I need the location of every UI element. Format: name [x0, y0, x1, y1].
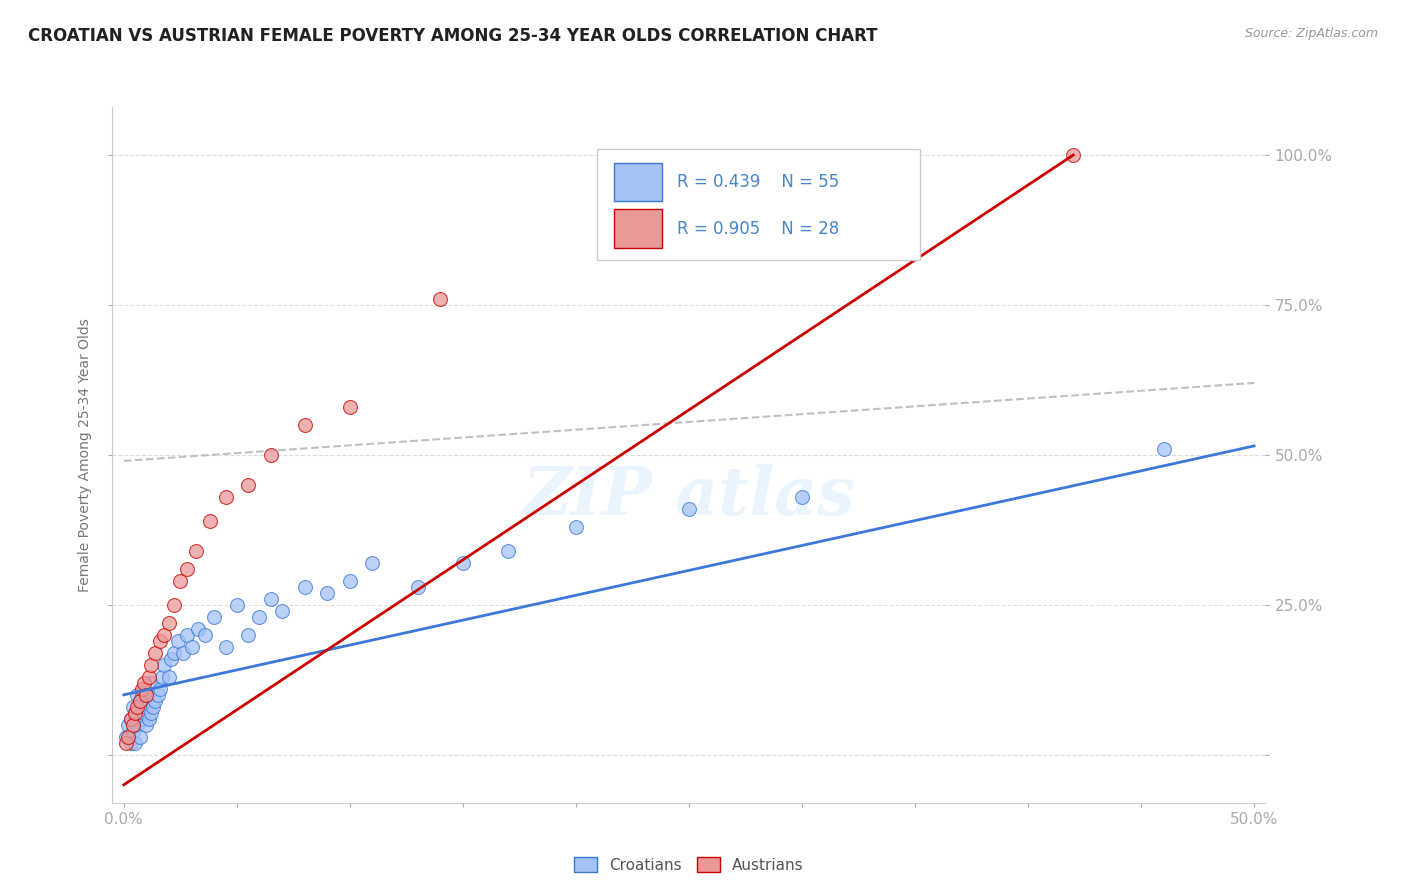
Point	[121, 718, 143, 732]
Point	[496, 544, 519, 558]
Point	[138, 670, 160, 684]
Point	[124, 736, 146, 750]
Point	[131, 688, 153, 702]
Point	[187, 622, 209, 636]
Point	[139, 676, 162, 690]
Point	[134, 676, 156, 690]
Point	[225, 598, 247, 612]
Legend: Croatians, Austrians: Croatians, Austrians	[568, 850, 810, 879]
Point	[150, 670, 173, 684]
Point	[153, 657, 176, 672]
Text: ZIP atlas: ZIP atlas	[523, 464, 855, 529]
Point	[135, 718, 157, 732]
Point	[294, 580, 316, 594]
Point	[134, 706, 156, 720]
Point	[184, 544, 207, 558]
FancyBboxPatch shape	[614, 210, 662, 248]
Point	[214, 640, 236, 654]
Point	[790, 490, 813, 504]
Point	[131, 681, 153, 696]
Point	[236, 478, 259, 492]
Point	[128, 694, 150, 708]
Point	[194, 628, 217, 642]
Point	[180, 640, 202, 654]
FancyBboxPatch shape	[596, 149, 920, 260]
Point	[149, 681, 172, 696]
Point	[135, 688, 157, 702]
Point	[361, 556, 384, 570]
Point	[271, 604, 294, 618]
Point	[145, 646, 167, 660]
Point	[451, 556, 474, 570]
Point	[127, 688, 149, 702]
Point	[142, 699, 165, 714]
Point	[565, 520, 588, 534]
Point	[146, 688, 169, 702]
Point	[429, 292, 451, 306]
Point	[339, 574, 361, 588]
Point	[214, 490, 236, 504]
Point	[135, 699, 157, 714]
Point	[167, 633, 190, 648]
Text: CROATIAN VS AUSTRIAN FEMALE POVERTY AMONG 25-34 YEAR OLDS CORRELATION CHART: CROATIAN VS AUSTRIAN FEMALE POVERTY AMON…	[28, 27, 877, 45]
Point	[678, 502, 700, 516]
Point	[160, 652, 183, 666]
Point	[1153, 442, 1175, 456]
Point	[162, 598, 184, 612]
Point	[139, 657, 162, 672]
Y-axis label: Female Poverty Among 25-34 Year Olds: Female Poverty Among 25-34 Year Olds	[79, 318, 93, 592]
Point	[339, 400, 361, 414]
Point	[157, 615, 180, 630]
Point	[294, 417, 316, 432]
Point	[162, 646, 184, 660]
Text: R = 0.439    N = 55: R = 0.439 N = 55	[678, 173, 839, 191]
Point	[120, 712, 142, 726]
Point	[120, 736, 142, 750]
Point	[145, 694, 167, 708]
Point	[124, 706, 146, 720]
Point	[128, 730, 150, 744]
Point	[202, 610, 225, 624]
Point	[260, 591, 283, 606]
Text: Source: ZipAtlas.com: Source: ZipAtlas.com	[1244, 27, 1378, 40]
Point	[249, 610, 271, 624]
Point	[115, 730, 138, 744]
Point	[127, 718, 149, 732]
Point	[138, 712, 160, 726]
Point	[115, 736, 138, 750]
Point	[169, 574, 191, 588]
Point	[176, 628, 198, 642]
Point	[138, 688, 160, 702]
Point	[236, 628, 259, 642]
Point	[131, 712, 153, 726]
Point	[139, 706, 162, 720]
Point	[176, 562, 198, 576]
FancyBboxPatch shape	[614, 162, 662, 201]
Point	[198, 514, 221, 528]
Point	[121, 699, 143, 714]
Point	[172, 646, 194, 660]
Point	[124, 706, 146, 720]
Point	[127, 699, 149, 714]
Point	[406, 580, 429, 594]
Point	[117, 730, 139, 744]
Point	[316, 586, 339, 600]
Point	[120, 712, 142, 726]
Point	[260, 448, 283, 462]
Text: R = 0.905    N = 28: R = 0.905 N = 28	[678, 219, 839, 238]
Point	[128, 694, 150, 708]
Point	[153, 628, 176, 642]
Point	[134, 681, 156, 696]
Point	[149, 633, 172, 648]
Point	[121, 723, 143, 738]
Point	[1062, 148, 1084, 162]
Point	[117, 718, 139, 732]
Point	[157, 670, 180, 684]
